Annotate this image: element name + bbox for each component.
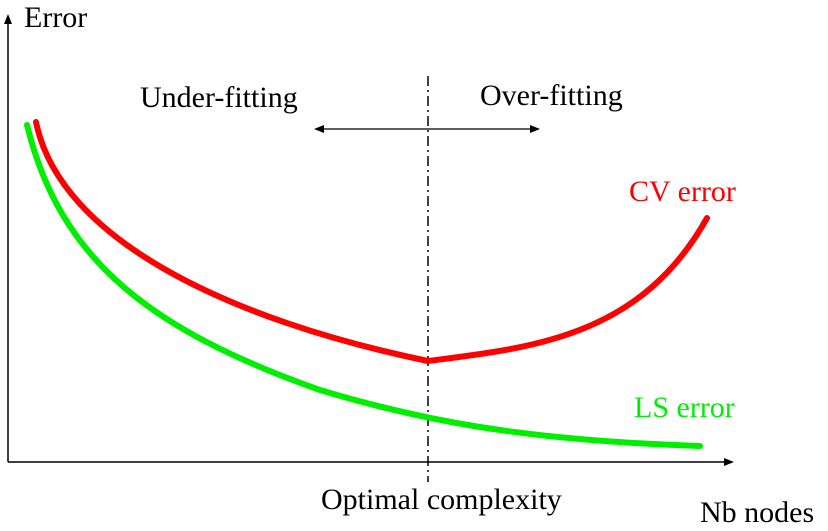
ls-error-curve bbox=[24, 122, 703, 449]
cv-error-curve bbox=[33, 119, 710, 365]
y-axis-label: Error bbox=[24, 1, 87, 34]
under-fitting-label: Under-fitting bbox=[140, 81, 298, 114]
tradeoff-arrow-right-head bbox=[530, 125, 540, 133]
optimal-complexity-label: Optimal complexity bbox=[321, 483, 562, 516]
x-axis-arrowhead bbox=[724, 458, 734, 466]
over-fitting-label: Over-fitting bbox=[480, 79, 623, 112]
ls-error-label: LS error bbox=[634, 391, 735, 424]
cv-error-label: CV error bbox=[629, 175, 736, 208]
x-axis-label: Nb nodes bbox=[700, 496, 814, 529]
y-axis-arrowhead bbox=[4, 14, 12, 24]
tradeoff-arrow-left-head bbox=[314, 125, 324, 133]
